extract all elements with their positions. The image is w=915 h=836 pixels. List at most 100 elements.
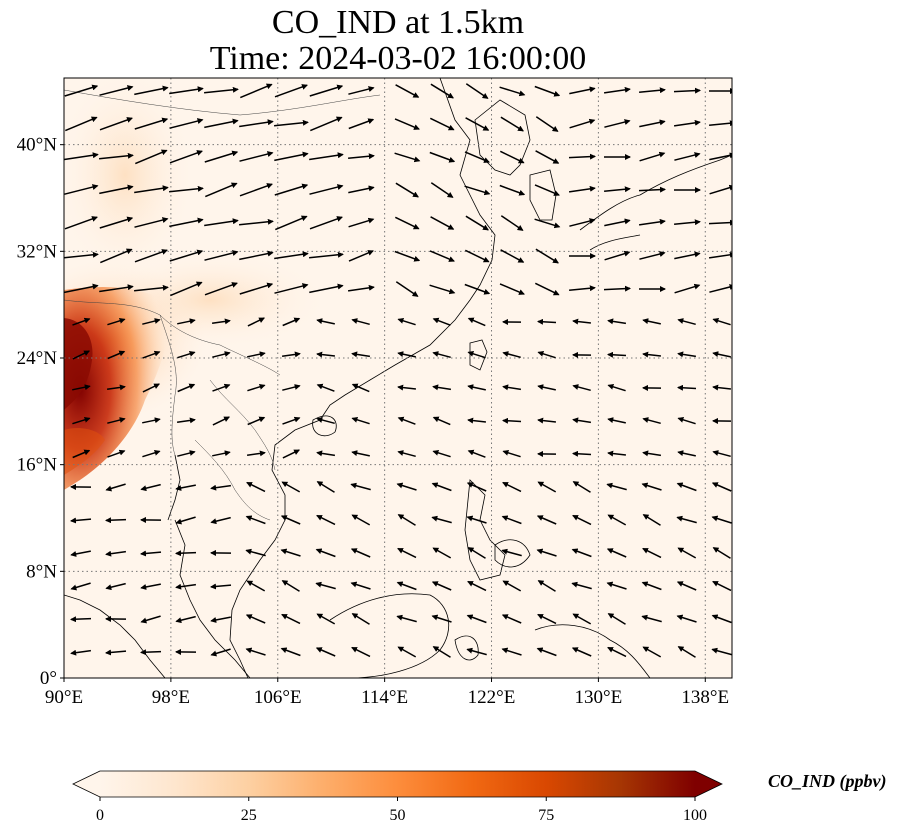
wind-vector-arrow bbox=[210, 583, 232, 590]
wind-vector-arrow bbox=[709, 120, 732, 127]
wind-vector-arrow bbox=[502, 481, 522, 493]
wind-vector-arrow bbox=[140, 483, 161, 492]
wind-vector-arrow bbox=[572, 384, 591, 392]
wind-vector-arrow bbox=[464, 249, 490, 263]
wind-vectors bbox=[64, 83, 732, 658]
wind-vector-arrow bbox=[204, 150, 239, 163]
colorbar-tick-label: 25 bbox=[241, 807, 257, 824]
wind-vector-arrow bbox=[70, 517, 92, 524]
wind-vector-arrow bbox=[169, 118, 204, 129]
wind-vector-arrow bbox=[281, 351, 301, 358]
wind-vector-arrow bbox=[204, 218, 239, 227]
wind-vector-arrow bbox=[568, 153, 596, 160]
wind-vector-arrow bbox=[395, 182, 419, 198]
wind-vector-arrow bbox=[604, 250, 631, 261]
wind-vector-arrow bbox=[467, 317, 486, 327]
wind-vector-arrow bbox=[499, 283, 525, 295]
wind-vector-arrow bbox=[134, 117, 169, 130]
wind-vector-arrow bbox=[571, 581, 592, 590]
wind-vector-arrow bbox=[642, 417, 661, 425]
wind-vector-arrow bbox=[606, 581, 627, 590]
wind-vector-arrow bbox=[641, 614, 662, 623]
wind-vector-arrow bbox=[316, 450, 336, 457]
wind-vector-arrow bbox=[282, 449, 301, 459]
wind-vector-arrow bbox=[711, 614, 732, 624]
wind-vector-arrow bbox=[309, 152, 344, 161]
wind-vector-arrow bbox=[502, 417, 522, 424]
wind-vector-arrow bbox=[674, 152, 701, 161]
wind-vector-arrow bbox=[245, 548, 266, 557]
wind-vector-arrow bbox=[169, 249, 204, 262]
wind-vector-arrow bbox=[282, 416, 301, 425]
wind-vector-arrow bbox=[641, 581, 662, 591]
wind-vector-arrow bbox=[204, 250, 239, 261]
wind-vector-arrow bbox=[431, 482, 452, 492]
wind-vector-arrow bbox=[239, 282, 274, 295]
wind-vector-arrow bbox=[709, 284, 732, 293]
wind-vector-arrow bbox=[467, 547, 486, 559]
wind-vector-arrow bbox=[676, 482, 697, 492]
wind-vector-arrow bbox=[711, 515, 732, 524]
wind-vector-arrow bbox=[177, 450, 196, 457]
wind-vector-arrow bbox=[674, 219, 701, 226]
wind-vector-arrow bbox=[431, 581, 452, 591]
wind-vector-arrow bbox=[499, 184, 526, 196]
colorbar-gradient bbox=[100, 771, 695, 797]
wind-vector-arrow bbox=[429, 284, 456, 295]
wind-vector-arrow bbox=[239, 151, 274, 162]
map-title: CO_IND at 1.5km bbox=[271, 4, 525, 41]
wind-vector-arrow bbox=[397, 514, 416, 526]
wind-vector-arrow bbox=[210, 516, 231, 525]
colorbar-max-extend bbox=[695, 771, 722, 797]
wind-vector-arrow bbox=[350, 548, 371, 558]
wind-vector-arrow bbox=[134, 185, 169, 194]
wind-vector-arrow bbox=[432, 547, 452, 559]
wind-vector-arrow bbox=[351, 450, 370, 457]
wind-vector-arrow bbox=[677, 547, 697, 559]
longitude-tick-label: 90°E bbox=[45, 687, 83, 708]
wind-vector-arrow bbox=[239, 218, 274, 226]
wind-vector-arrow bbox=[607, 383, 626, 392]
wind-vector-arrow bbox=[712, 317, 731, 326]
wind-vector-arrow bbox=[140, 583, 161, 590]
wind-vector-arrow bbox=[499, 150, 525, 164]
wind-vector-arrow bbox=[64, 283, 99, 294]
wind-vector-arrow bbox=[177, 318, 196, 325]
wind-vector-arrow bbox=[677, 450, 696, 457]
wind-vector-arrow bbox=[348, 217, 375, 228]
wind-vector-arrow bbox=[466, 515, 487, 524]
wind-vector-arrow bbox=[280, 548, 301, 557]
wind-vector-arrow bbox=[351, 416, 370, 425]
wind-vector-arrow bbox=[712, 580, 732, 592]
wind-vector-arrow bbox=[712, 351, 731, 358]
wind-vector-arrow bbox=[464, 185, 491, 196]
wind-vector-arrow bbox=[431, 515, 452, 524]
wind-vector-arrow bbox=[175, 550, 197, 557]
wind-vector-arrow bbox=[502, 384, 522, 391]
wind-vector-arrow bbox=[350, 482, 371, 491]
wind-vector-arrow bbox=[99, 216, 134, 229]
wind-vector-arrow bbox=[432, 416, 451, 426]
wind-vector-arrow bbox=[673, 87, 701, 94]
wind-vector-arrow bbox=[604, 186, 631, 193]
wind-vector-arrow bbox=[535, 248, 559, 264]
wind-vector-arrow bbox=[677, 416, 696, 425]
wind-vector-arrow bbox=[537, 417, 556, 424]
wind-vector-arrow bbox=[711, 647, 732, 656]
wind-vector-arrow bbox=[431, 614, 452, 623]
latitude-tick-label: 32°N bbox=[17, 241, 58, 262]
wind-vector-arrow bbox=[105, 517, 127, 524]
wind-vector-arrow bbox=[176, 417, 196, 424]
wind-vector-arrow bbox=[606, 548, 627, 558]
wind-vector-arrow bbox=[106, 384, 126, 391]
wind-vector-arrow bbox=[571, 548, 592, 558]
colorbar-tick-label: 50 bbox=[390, 807, 406, 824]
wind-vector-arrow bbox=[432, 449, 451, 458]
wind-vector-arrow bbox=[64, 216, 98, 230]
wind-vector-arrow bbox=[142, 350, 161, 359]
wind-vector-arrow bbox=[309, 184, 344, 195]
wind-vector-arrow bbox=[395, 281, 419, 297]
colorbar: 0 25 50 75 100 CO_IND (ppbv) bbox=[72, 770, 887, 824]
wind-vector-arrow bbox=[394, 152, 421, 163]
wind-vector-arrow bbox=[638, 186, 666, 193]
